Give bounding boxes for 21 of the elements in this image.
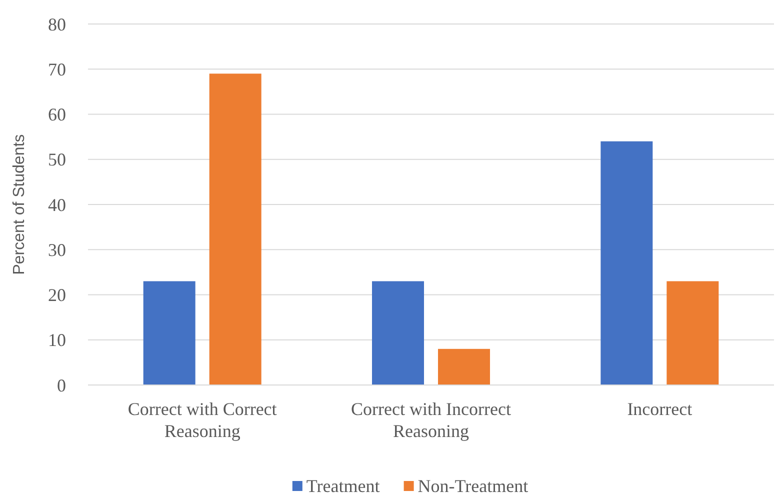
y-tick-label: 40 [48, 194, 66, 215]
bar [600, 141, 653, 385]
y-tick-label: 0 [57, 375, 66, 396]
y-tick-label: 80 [48, 14, 66, 34]
bar [372, 281, 424, 385]
y-axis-title: Percent of Students [11, 134, 28, 275]
bar [209, 74, 262, 385]
y-tick-label: 60 [48, 104, 66, 125]
legend-label: Non-Treatment [418, 476, 528, 496]
bar [143, 281, 196, 385]
x-tick-label: Correct with Correct Reasoning [128, 399, 277, 441]
y-tick-label: 20 [48, 285, 66, 306]
y-tick-label: 70 [48, 59, 66, 80]
x-tick-label: Correct with Incorrect Reasoning [351, 399, 511, 441]
y-tick-label: 50 [48, 150, 66, 170]
legend-label: Treatment [306, 476, 380, 496]
bar [438, 348, 490, 385]
y-tick-label: 10 [48, 330, 66, 350]
x-tick-label: Incorrect [627, 399, 692, 419]
bar [666, 281, 719, 385]
y-tick-label: 30 [48, 240, 66, 260]
